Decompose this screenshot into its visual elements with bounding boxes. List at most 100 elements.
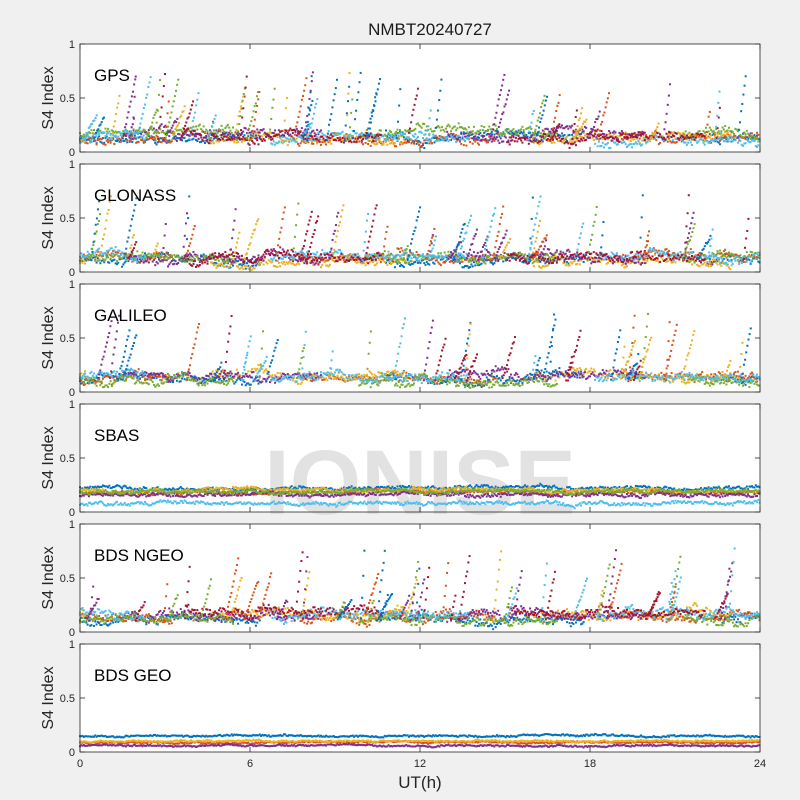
data-point bbox=[81, 135, 84, 138]
data-point bbox=[251, 264, 254, 267]
data-point bbox=[725, 133, 728, 136]
data-point bbox=[387, 250, 390, 253]
data-point bbox=[372, 140, 375, 143]
data-point bbox=[96, 257, 99, 260]
data-point bbox=[682, 138, 685, 141]
data-point bbox=[104, 137, 107, 140]
data-point bbox=[515, 256, 518, 259]
data-point bbox=[534, 130, 537, 133]
data-point bbox=[429, 259, 432, 262]
data-point bbox=[624, 143, 627, 146]
data-point bbox=[429, 138, 432, 141]
data-point bbox=[534, 137, 537, 140]
data-point bbox=[160, 256, 163, 259]
data-point bbox=[583, 134, 586, 137]
data-point bbox=[232, 251, 234, 254]
data-point bbox=[386, 143, 389, 146]
data-point bbox=[279, 256, 282, 259]
data-point bbox=[444, 139, 447, 142]
data-point bbox=[108, 138, 111, 141]
data-point bbox=[530, 134, 533, 137]
data-point bbox=[706, 123, 709, 126]
data-point bbox=[437, 139, 440, 142]
data-point bbox=[225, 261, 228, 264]
data-point bbox=[233, 261, 236, 264]
data-point bbox=[684, 135, 687, 138]
data-point bbox=[627, 254, 630, 257]
data-point bbox=[294, 258, 297, 261]
data-point bbox=[730, 259, 733, 262]
data-point bbox=[369, 144, 372, 147]
data-point bbox=[358, 133, 361, 136]
data-point bbox=[386, 255, 389, 258]
data-point bbox=[467, 135, 470, 138]
data-point bbox=[165, 141, 168, 144]
data-point bbox=[331, 132, 334, 135]
data-point bbox=[200, 140, 203, 143]
data-point bbox=[478, 264, 481, 267]
data-point bbox=[743, 136, 746, 139]
data-point bbox=[591, 260, 594, 263]
data-point bbox=[518, 259, 521, 262]
data-point bbox=[669, 259, 672, 262]
data-point bbox=[127, 111, 130, 114]
data-point bbox=[252, 141, 255, 144]
data-point bbox=[567, 248, 570, 251]
data-point bbox=[313, 135, 316, 138]
data-point bbox=[94, 256, 97, 259]
data-point bbox=[503, 257, 506, 260]
data-point bbox=[295, 262, 298, 265]
data-point bbox=[406, 139, 409, 142]
data-point bbox=[717, 116, 720, 119]
data-point bbox=[298, 256, 301, 259]
data-point bbox=[305, 129, 308, 132]
data-point bbox=[462, 127, 465, 130]
data-point bbox=[146, 93, 149, 96]
data-point bbox=[466, 136, 469, 139]
data-point bbox=[293, 257, 296, 260]
data-point bbox=[252, 135, 255, 138]
data-point bbox=[346, 100, 349, 103]
data-point bbox=[328, 134, 331, 137]
data-point bbox=[418, 140, 421, 143]
data-point bbox=[647, 138, 650, 141]
data-point bbox=[193, 135, 196, 138]
data-point bbox=[574, 263, 577, 266]
data-point bbox=[130, 137, 132, 140]
data-point bbox=[340, 140, 343, 143]
data-point bbox=[531, 256, 534, 259]
data-point bbox=[355, 109, 358, 112]
data-point bbox=[683, 141, 686, 144]
data-point bbox=[532, 134, 535, 137]
data-point bbox=[291, 138, 294, 141]
data-point bbox=[739, 121, 742, 124]
data-point bbox=[276, 254, 279, 257]
data-point bbox=[717, 137, 720, 140]
data-point bbox=[136, 261, 139, 264]
data-point bbox=[664, 121, 667, 124]
data-point bbox=[457, 137, 460, 140]
data-point bbox=[758, 261, 761, 264]
data-point bbox=[735, 253, 738, 256]
data-point bbox=[597, 115, 600, 118]
data-point bbox=[228, 265, 231, 268]
data-point bbox=[532, 141, 535, 144]
data-point bbox=[526, 127, 529, 130]
data-point bbox=[346, 135, 349, 138]
data-point bbox=[589, 257, 591, 260]
data-point bbox=[285, 261, 288, 264]
data-point bbox=[144, 259, 147, 262]
data-point bbox=[407, 131, 410, 134]
data-point bbox=[314, 256, 317, 259]
data-point bbox=[177, 122, 180, 125]
data-point bbox=[119, 140, 122, 143]
data-point bbox=[409, 129, 412, 132]
data-point bbox=[288, 141, 291, 144]
data-point bbox=[458, 136, 461, 139]
data-point bbox=[141, 112, 144, 115]
data-point bbox=[402, 251, 405, 254]
data-point bbox=[452, 261, 455, 264]
data-point bbox=[456, 258, 459, 261]
data-point bbox=[475, 138, 478, 141]
data-point bbox=[165, 252, 168, 255]
